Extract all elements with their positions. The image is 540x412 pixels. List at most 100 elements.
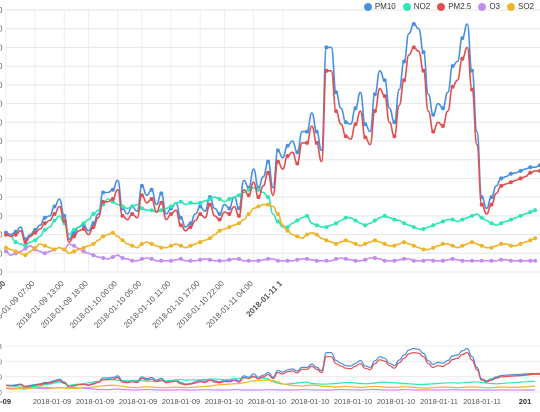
data-point[interactable] <box>4 249 8 254</box>
data-point[interactable] <box>295 257 300 262</box>
data-point[interactable] <box>13 229 18 234</box>
data-point[interactable] <box>372 92 377 97</box>
data-point[interactable] <box>33 238 38 243</box>
data-point[interactable] <box>256 195 261 200</box>
data-point[interactable] <box>285 225 290 230</box>
data-point[interactable] <box>81 227 86 231</box>
data-point[interactable] <box>353 241 358 246</box>
data-point[interactable] <box>528 170 533 175</box>
data-point[interactable] <box>91 225 96 230</box>
data-point[interactable] <box>110 230 115 235</box>
data-point[interactable] <box>178 215 183 220</box>
data-point[interactable] <box>159 258 164 263</box>
data-point[interactable] <box>42 227 47 232</box>
data-point[interactable] <box>460 56 465 61</box>
data-point[interactable] <box>324 225 329 230</box>
data-point[interactable] <box>402 78 407 83</box>
data-point[interactable] <box>159 200 164 205</box>
data-point[interactable] <box>207 202 212 207</box>
data-point[interactable] <box>411 22 416 26</box>
data-point[interactable] <box>246 187 251 192</box>
data-point[interactable] <box>528 210 533 215</box>
data-point[interactable] <box>72 230 76 235</box>
data-point[interactable] <box>479 202 484 207</box>
data-point[interactable] <box>198 212 203 216</box>
data-point[interactable] <box>101 234 106 239</box>
data-point[interactable] <box>343 120 348 125</box>
data-point[interactable] <box>499 241 504 246</box>
data-point[interactable] <box>275 148 280 153</box>
data-point[interactable] <box>508 217 513 222</box>
data-point[interactable] <box>207 197 212 201</box>
data-point[interactable] <box>314 140 319 145</box>
data-point[interactable] <box>178 223 183 228</box>
data-point[interactable] <box>149 187 154 192</box>
data-point[interactable] <box>91 212 96 216</box>
data-point[interactable] <box>489 258 494 263</box>
legend-item-pm10[interactable]: PM10 <box>363 2 396 11</box>
data-point[interactable] <box>13 240 18 245</box>
data-point[interactable] <box>72 227 76 232</box>
data-point[interactable] <box>169 204 174 209</box>
data-point[interactable] <box>130 204 135 209</box>
data-point[interactable] <box>314 258 319 263</box>
data-point[interactable] <box>42 221 47 226</box>
data-point[interactable] <box>149 208 154 213</box>
data-point[interactable] <box>353 106 358 111</box>
data-point[interactable] <box>285 258 290 263</box>
data-point[interactable] <box>198 204 203 209</box>
data-point[interactable] <box>334 241 339 246</box>
data-point[interactable] <box>91 253 96 258</box>
data-point[interactable] <box>178 199 183 204</box>
data-point[interactable] <box>169 258 174 263</box>
data-point[interactable] <box>285 228 290 233</box>
data-point[interactable] <box>440 219 445 224</box>
data-point[interactable] <box>392 258 397 263</box>
data-point[interactable] <box>159 208 164 213</box>
data-point[interactable] <box>382 213 387 218</box>
data-point[interactable] <box>372 218 377 223</box>
data-point[interactable] <box>528 258 533 263</box>
data-point[interactable] <box>353 122 358 127</box>
data-point[interactable] <box>382 94 387 99</box>
data-point[interactable] <box>324 238 329 243</box>
data-point[interactable] <box>42 251 47 256</box>
data-point[interactable] <box>518 213 523 218</box>
data-point[interactable] <box>402 221 407 226</box>
data-point[interactable] <box>227 206 232 211</box>
data-point[interactable] <box>508 258 513 263</box>
data-point[interactable] <box>169 243 174 248</box>
data-point[interactable] <box>314 223 319 228</box>
data-point[interactable] <box>431 112 436 117</box>
data-point[interactable] <box>198 200 203 205</box>
data-point[interactable] <box>42 215 47 220</box>
data-point[interactable] <box>62 213 67 218</box>
data-point[interactable] <box>470 213 474 218</box>
data-point[interactable] <box>518 241 523 246</box>
data-point[interactable] <box>440 124 445 128</box>
data-point[interactable] <box>460 258 465 263</box>
data-point[interactable] <box>363 223 368 228</box>
data-point[interactable] <box>33 227 38 232</box>
data-point[interactable] <box>314 129 319 134</box>
data-point[interactable] <box>256 258 261 263</box>
series-pm10[interactable] <box>4 22 540 242</box>
data-point[interactable] <box>363 241 368 246</box>
data-point[interactable] <box>130 212 135 216</box>
data-point[interactable] <box>470 258 474 263</box>
data-point[interactable] <box>489 202 494 207</box>
data-point[interactable] <box>33 230 38 235</box>
data-point[interactable] <box>266 195 271 200</box>
data-point[interactable] <box>372 109 377 114</box>
data-point[interactable] <box>101 256 106 260</box>
data-point[interactable] <box>217 228 222 233</box>
data-point[interactable] <box>343 256 348 261</box>
data-point[interactable] <box>421 247 426 252</box>
data-point[interactable] <box>450 84 455 89</box>
data-point[interactable] <box>33 245 38 250</box>
data-point[interactable] <box>246 212 251 216</box>
data-point[interactable] <box>178 243 183 248</box>
data-point[interactable] <box>266 170 271 175</box>
data-point[interactable] <box>533 208 538 213</box>
data-point[interactable] <box>518 168 523 173</box>
